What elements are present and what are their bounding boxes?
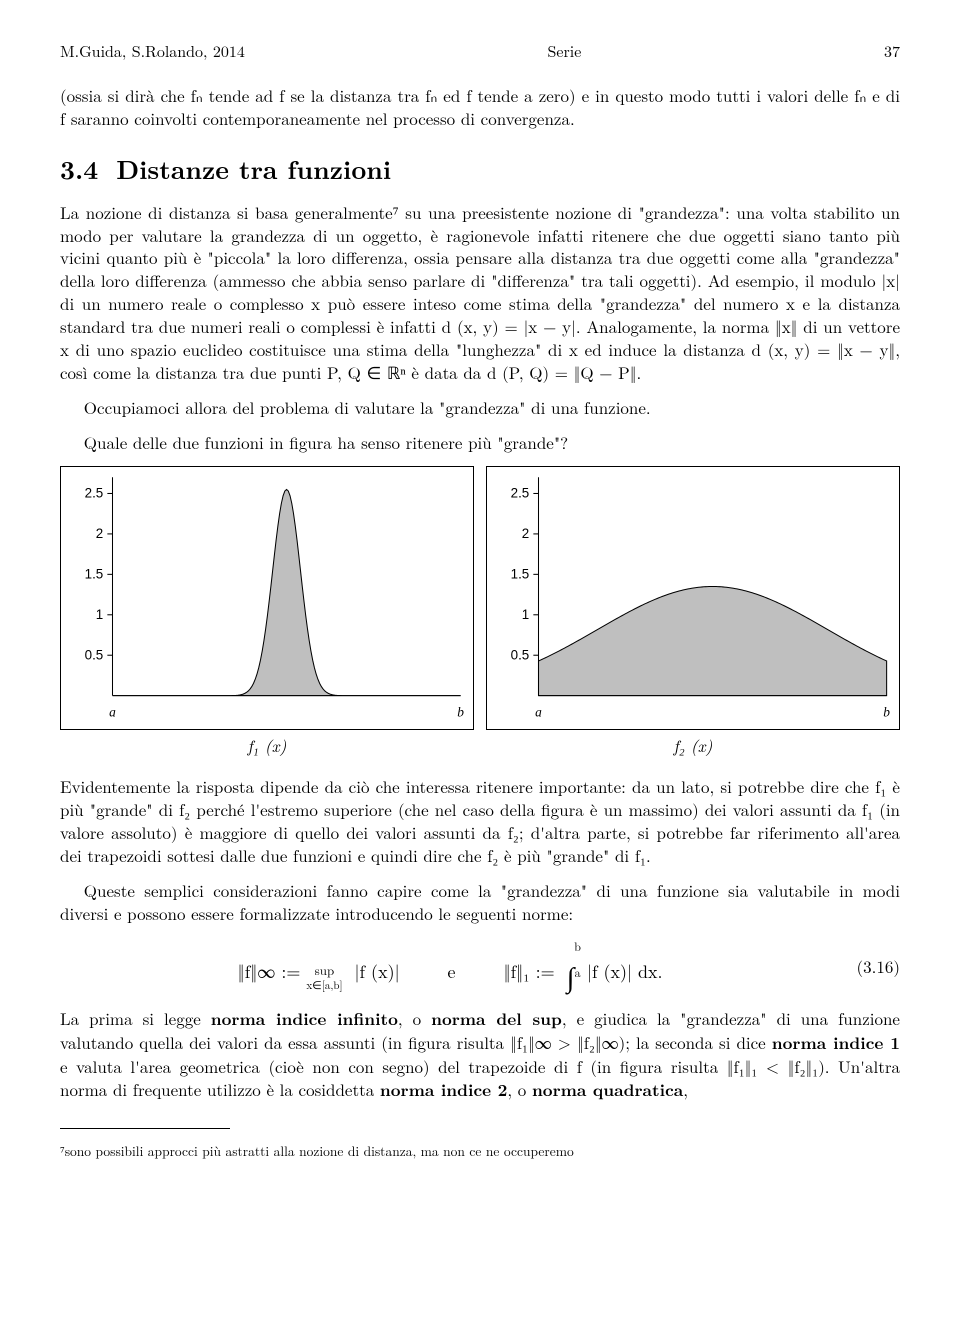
paragraph-2: La nozione di distanza si basa generalme… xyxy=(60,201,900,385)
svg-text:2: 2 xyxy=(522,526,529,541)
footnote-rule xyxy=(60,1128,230,1129)
equation-3-16: ‖f‖∞ := sup x∈[a,b] |f (x)| e ‖f‖₁ := ∫b… xyxy=(60,941,900,991)
svg-text:1.5: 1.5 xyxy=(511,566,530,581)
paragraph-7: La prima si legge norma indice infinito,… xyxy=(60,1007,900,1102)
header-center: Serie xyxy=(548,40,582,62)
eq-int-lim: ba xyxy=(574,941,581,979)
chart-f1-svg: 0.5 1 1.5 2 2.5 a b xyxy=(61,467,473,725)
footnote-7: ⁷sono possibili approcci più astratti al… xyxy=(60,1142,900,1160)
paragraph-3: Occupiamoci allora del problema di valut… xyxy=(60,396,900,419)
chart-f2-svg: 0.5 1 1.5 2 2.5 a b xyxy=(487,467,899,725)
p7f: norma indice 1 xyxy=(772,1031,900,1055)
p7k: , xyxy=(683,1077,688,1101)
eq-sup-bot: x∈[a,b] xyxy=(306,978,342,993)
svg-text:a: a xyxy=(535,704,542,719)
header-left: M.Guida, S.Rolando, 2014 xyxy=(60,40,245,62)
svg-text:2.5: 2.5 xyxy=(85,486,104,501)
section-number: 3.4 xyxy=(60,150,98,187)
chart-f1: 0.5 1 1.5 2 2.5 a b xyxy=(60,466,474,730)
eq-int-bot: a xyxy=(575,964,581,981)
paragraph-5: Evidentemente la risposta dipende da ciò… xyxy=(60,775,900,867)
eq-left: ‖f‖∞ := xyxy=(238,959,307,984)
p7c: , o xyxy=(398,1006,431,1030)
eq-after: |f (x)| dx. xyxy=(587,959,663,984)
svg-text:1: 1 xyxy=(96,607,103,622)
p7b: norma indice infinito xyxy=(211,1007,398,1031)
svg-text:0.5: 0.5 xyxy=(511,647,530,662)
chart-f2-caption: f₂ (x) xyxy=(486,734,900,757)
section-title: Distanze tra funzioni xyxy=(116,150,391,187)
section-heading: 3.4 Distanze tra funzioni xyxy=(60,151,900,186)
chart-captions: f₁ (x) f₂ (x) xyxy=(60,734,900,757)
p7j: norma quadratica xyxy=(532,1078,683,1102)
paragraph-6: Queste semplici considerazioni fanno cap… xyxy=(60,879,900,925)
svg-text:1.5: 1.5 xyxy=(85,566,104,581)
equation-number: (3.16) xyxy=(840,955,900,978)
svg-text:0.5: 0.5 xyxy=(85,647,104,662)
p7i: , o xyxy=(507,1077,532,1101)
header-right: 37 xyxy=(884,40,900,62)
eq-mid: |f (x)| e ‖f‖₁ := xyxy=(349,959,561,984)
integral-icon: ∫ xyxy=(567,964,575,989)
chart-row: 0.5 1 1.5 2 2.5 a b 0.5 1 1.5 2 2.5 a b xyxy=(60,466,900,730)
page-header: M.Guida, S.Rolando, 2014 Serie 37 xyxy=(60,40,900,62)
eq-sup: sup x∈[a,b] xyxy=(306,963,342,991)
svg-text:b: b xyxy=(457,704,464,719)
chart-f2: 0.5 1 1.5 2 2.5 a b xyxy=(486,466,900,730)
svg-text:1: 1 xyxy=(522,607,529,622)
p7a: La prima si legge xyxy=(60,1006,211,1030)
svg-text:2.5: 2.5 xyxy=(511,486,530,501)
chart-f1-caption: f₁ (x) xyxy=(60,734,474,757)
p7d: norma del sup xyxy=(431,1007,562,1031)
svg-text:a: a xyxy=(109,704,116,719)
eq-sup-top: sup xyxy=(315,960,335,979)
svg-text:2: 2 xyxy=(96,526,103,541)
paragraph-4: Quale delle due funzioni in figura ha se… xyxy=(60,431,900,454)
paragraph-intro: (ossia si dirà che fₙ tende ad f se la d… xyxy=(60,84,900,130)
svg-text:b: b xyxy=(883,704,890,719)
equation-body: ‖f‖∞ := sup x∈[a,b] |f (x)| e ‖f‖₁ := ∫b… xyxy=(60,941,840,991)
p7h: norma indice 2 xyxy=(380,1078,508,1102)
eq-int-top: b xyxy=(574,941,581,953)
